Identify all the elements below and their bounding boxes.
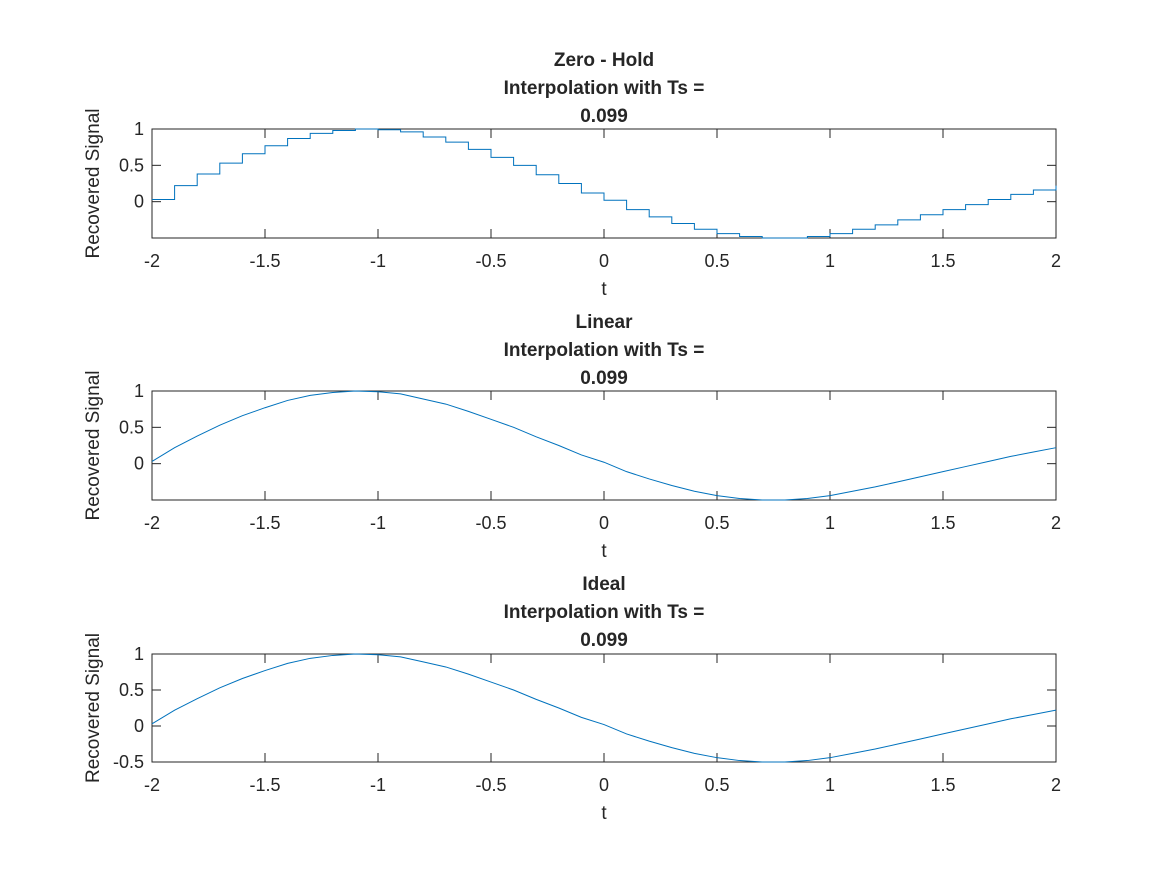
x-tick-label: 1.5 xyxy=(930,513,955,533)
x-tick-label: 1 xyxy=(825,251,835,271)
x-tick-label: -1.5 xyxy=(249,775,280,795)
subplot-3: Ideal Interpolation with Ts = 0.099 -2 -1.5 -… xyxy=(83,574,1061,824)
x-tick-label: -1 xyxy=(370,251,386,271)
subplot-2: Linear Interpolation with Ts = 0.099 -2 -1.5… xyxy=(83,312,1061,562)
chart-title-line: Interpolation with Ts = xyxy=(504,602,705,623)
chart-title-line: Linear xyxy=(575,312,633,333)
axes-box xyxy=(151,390,1057,501)
x-tick-label: -1.5 xyxy=(249,251,280,271)
x-tick-label: -0.5 xyxy=(475,775,506,795)
series-line xyxy=(151,653,1057,763)
x-tick-label: -1 xyxy=(370,775,386,795)
chart-title-line: 0.099 xyxy=(580,106,628,127)
chart-title-line: 0.099 xyxy=(580,368,628,389)
x-tick-label: 0 xyxy=(599,775,609,795)
y-tick-label: 1 xyxy=(134,119,144,139)
y-tick-label: -0.5 xyxy=(113,752,144,772)
x-tick-label: 0.5 xyxy=(704,513,729,533)
chart-title-line: Zero - Hold xyxy=(554,50,654,71)
y-tick-label: 0 xyxy=(134,716,144,736)
x-tick-label: 0 xyxy=(599,251,609,271)
x-tick-label: -0.5 xyxy=(475,251,506,271)
x-axis-label: t xyxy=(601,803,607,824)
chart-title-line: 0.099 xyxy=(580,630,628,651)
x-tick-label: 1.5 xyxy=(930,251,955,271)
chart-title-line: Interpolation with Ts = xyxy=(504,78,705,99)
x-tick-label: -2 xyxy=(144,775,160,795)
x-tick-label: 0.5 xyxy=(704,251,729,271)
y-axis-label: Recovered Signal xyxy=(83,371,104,521)
y-tick-label: 1 xyxy=(134,381,144,401)
x-tick-label: 1 xyxy=(825,513,835,533)
x-tick-label: 1.5 xyxy=(930,775,955,795)
y-tick-label: 0 xyxy=(134,192,144,212)
y-tick-label: 0.5 xyxy=(119,680,144,700)
x-tick-label: 2 xyxy=(1051,513,1061,533)
x-tick-label: 0 xyxy=(599,513,609,533)
x-axis-label: t xyxy=(601,279,607,300)
x-tick-label: 0.5 xyxy=(704,775,729,795)
series-line xyxy=(151,390,1057,501)
x-tick-label: 1 xyxy=(825,775,835,795)
x-tick-label: -2 xyxy=(144,251,160,271)
y-axis-label: Recovered Signal xyxy=(83,109,104,259)
x-axis-label: t xyxy=(601,541,607,562)
y-tick-label: 0 xyxy=(134,454,144,474)
x-tick-label: -1.5 xyxy=(249,513,280,533)
chart-title-line: Interpolation with Ts = xyxy=(504,340,705,361)
subplot-1: Zero - Hold Interpolation with Ts = 0.099 -… xyxy=(83,50,1061,300)
y-tick-label: 0.5 xyxy=(119,155,144,175)
x-tick-label: -1 xyxy=(370,513,386,533)
y-tick-label: 1 xyxy=(134,644,144,664)
y-axis-label: Recovered Signal xyxy=(83,633,104,783)
x-tick-label: -0.5 xyxy=(475,513,506,533)
x-tick-label: -2 xyxy=(144,513,160,533)
x-tick-label: 2 xyxy=(1051,775,1061,795)
series-line xyxy=(152,128,1057,239)
axes-box xyxy=(151,653,1057,763)
y-tick-label: 0.5 xyxy=(119,417,144,437)
chart-title-line: Ideal xyxy=(582,574,625,595)
x-tick-label: 2 xyxy=(1051,251,1061,271)
